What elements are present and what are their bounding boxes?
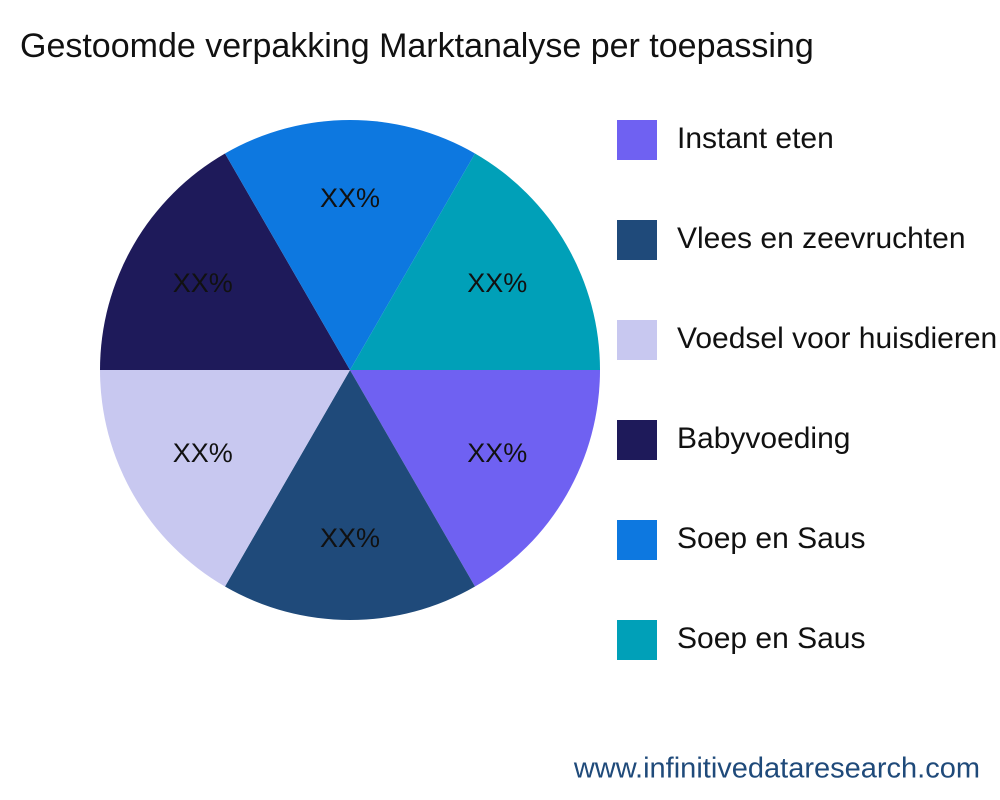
pie-slice (350, 153, 600, 370)
legend-swatch (617, 220, 657, 260)
pie-slice (225, 119, 475, 370)
source: www.infinitivedataresearch.com (573, 753, 980, 785)
legend-swatch (617, 520, 657, 560)
legend-label: Voedsel voor huisdieren (677, 322, 997, 355)
legend-label: Soep en Saus (677, 622, 865, 655)
chart-title: Gestoomde verpakking Marktanalyse per to… (20, 27, 814, 65)
legend-label: Babyvoeding (677, 422, 850, 455)
legend-label: Instant eten (677, 122, 834, 155)
legend-swatch (617, 120, 657, 160)
legend-swatch (617, 320, 657, 360)
pie-slice (100, 153, 350, 370)
slice-label: XX% (467, 438, 527, 468)
slice-label: XX% (320, 183, 380, 213)
legend-label: Vlees en zeevruchten (677, 222, 966, 255)
slice-label: XX% (467, 268, 527, 298)
legend-swatch (617, 620, 657, 660)
legend-label: Soep en Saus (677, 522, 865, 555)
slice-label: XX% (173, 438, 233, 468)
slice-label: XX% (173, 268, 233, 298)
slice-label: XX% (320, 523, 380, 553)
pie-slice (225, 370, 475, 620)
legend-swatch (617, 420, 657, 460)
pie-slice (100, 370, 350, 587)
pie-slice (350, 370, 600, 587)
